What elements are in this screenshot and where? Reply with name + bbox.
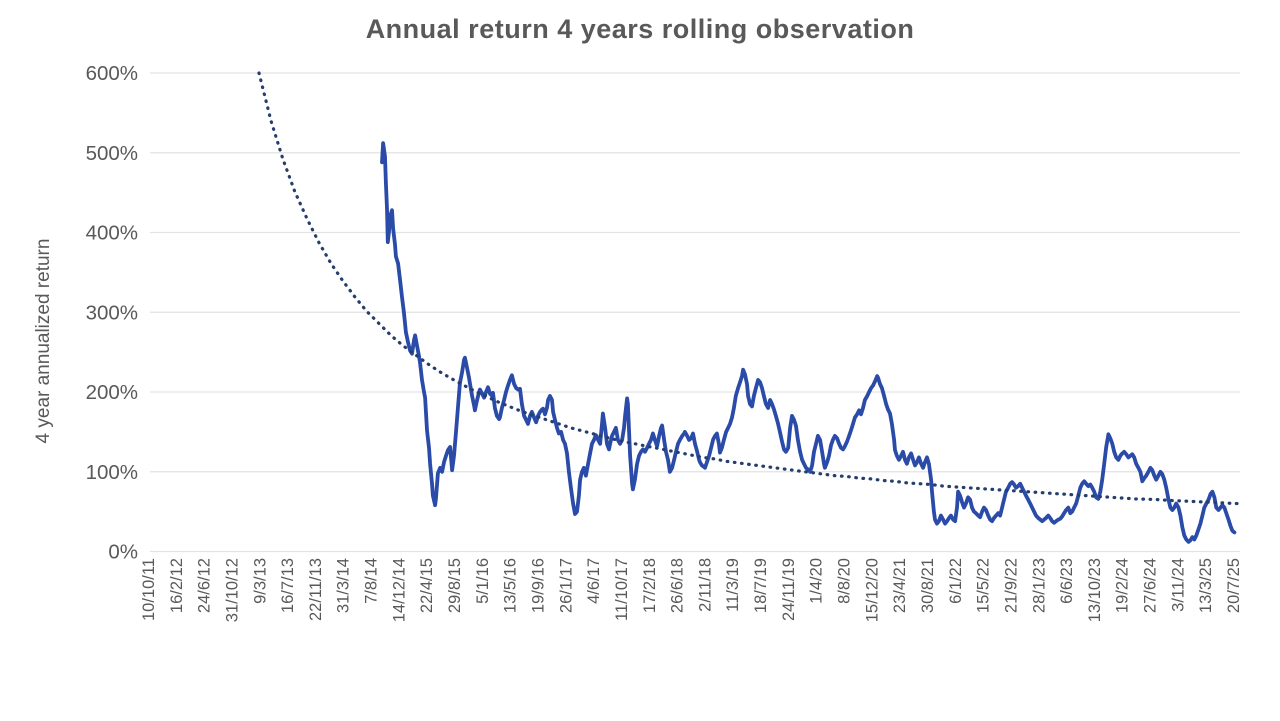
x-tick-label: 31/10/12 [223,558,241,622]
x-tick-label: 24/11/19 [780,558,798,621]
x-tick-label: 22/4/15 [418,558,436,613]
x-tick-label: 6/6/23 [1058,558,1076,604]
x-tick-label: 22/11/13 [307,558,325,621]
x-tick-label: 2/11/18 [696,558,714,612]
chart-title: Annual return 4 years rolling observatio… [365,14,915,44]
x-tick-label: 28/1/23 [1030,558,1048,613]
x-tick-label: 11/3/19 [724,558,742,612]
y-tick-label: 500% [86,142,138,165]
x-tick-label: 7/8/14 [363,558,381,604]
x-tick-label: 23/4/21 [891,558,909,613]
x-tick-label: 15/12/20 [863,558,881,622]
x-tick-label: 13/5/16 [502,558,520,613]
x-tick-label: 19/2/24 [1114,558,1132,613]
x-tick-label: 3/11/24 [1169,558,1187,612]
x-tick-label: 5/1/16 [474,558,492,604]
x-tick-label: 19/9/16 [529,558,547,613]
x-tick-label: 13/3/25 [1197,558,1215,613]
y-tick-label: 300% [86,301,138,324]
x-tick-label: 17/2/18 [641,558,659,613]
x-tick-label: 13/10/23 [1086,558,1104,622]
x-tick-label: 20/7/25 [1225,558,1243,613]
x-tick-label: 24/6/12 [196,558,214,613]
x-tick-label: 9/3/13 [251,558,269,604]
x-tick-label: 18/7/19 [752,558,770,613]
x-tick-label: 26/1/17 [557,558,575,613]
return-line-series [380,141,1237,544]
x-tick-label: 6/1/22 [947,558,965,604]
x-tick-label: 26/6/18 [669,558,687,613]
y-tick-label: 600% [86,62,138,85]
y-tick-label: 400% [86,222,138,245]
x-tick-label: 30/8/21 [919,558,937,613]
x-tick-label: 31/3/14 [335,558,353,613]
x-tick-label: 14/12/14 [390,558,408,622]
x-tick-label: 4/6/17 [585,558,603,604]
x-tick-label: 16/7/13 [279,558,297,613]
x-tick-label: 29/8/15 [446,558,464,613]
x-tick-label: 15/5/22 [975,558,993,613]
x-tick-label: 10/10/11 [140,558,158,621]
x-tick-label: 11/10/17 [613,558,631,621]
x-tick-label: 16/2/12 [168,558,186,613]
trendline-series [257,71,1240,506]
y-tick-label: 100% [86,461,138,484]
y-tick-label: 200% [86,381,138,404]
x-tick-label: 1/4/20 [808,558,826,604]
y-tick-label: 0% [108,541,138,564]
x-tick-label: 27/6/24 [1142,558,1160,613]
x-tick-label: 21/9/22 [1002,558,1020,613]
x-tick-label: 8/8/20 [836,558,854,604]
